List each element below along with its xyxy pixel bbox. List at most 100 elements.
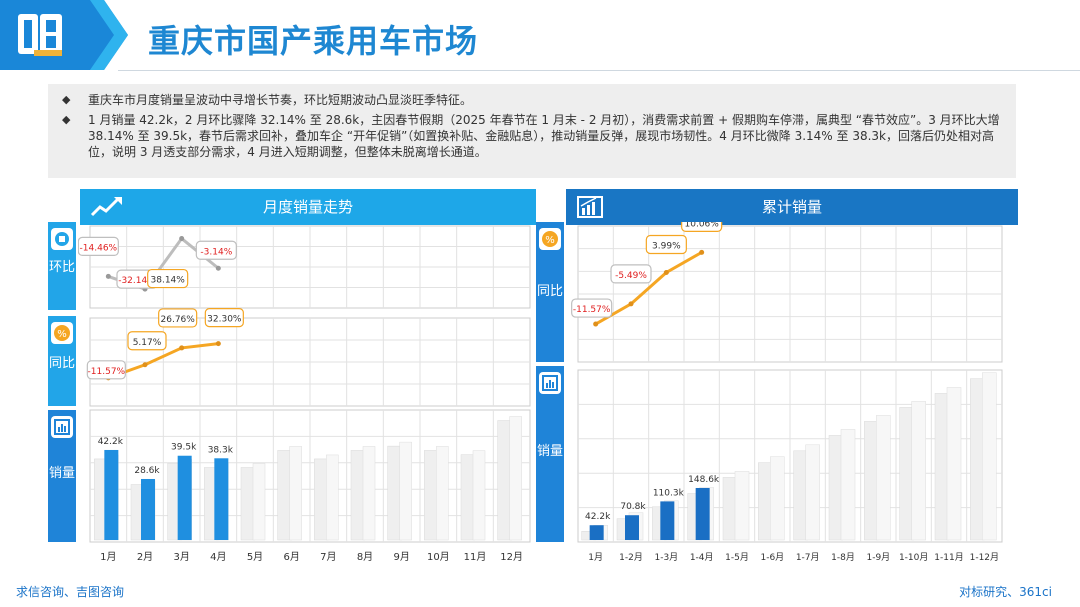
percent-badge-icon: %: [539, 228, 561, 250]
cum-ghost-bar-front: [982, 372, 997, 541]
trend-up-icon: [90, 197, 122, 217]
sales-data-label: 28.6k: [134, 466, 160, 476]
cum-yoy-label: 3.99%: [652, 241, 681, 251]
yoy-point: [179, 345, 185, 351]
side-label-cum-sales: 销量: [536, 366, 564, 542]
cum-x-tick: 1-4月: [690, 552, 714, 563]
cum-yoy-point: [699, 249, 705, 255]
cum-x-tick: 1-2月: [619, 552, 643, 563]
footer-source-right[interactable]: 对标研究、361ci: [959, 585, 1052, 599]
mom-point: [179, 236, 185, 242]
cum-yoy-point: [628, 301, 634, 307]
yoy-label-box: [86, 360, 126, 380]
cum-yoy-label: 10.06%: [685, 222, 720, 229]
cum-yoy-label-box: [681, 222, 723, 232]
sales-x-tick: 6月: [283, 551, 299, 563]
side-label-sales-text: 销量: [48, 466, 75, 481]
diamond-bullet-icon: ◆: [62, 113, 71, 126]
cumulative-panel-title: 累计销量: [761, 198, 822, 216]
sales-ghost-bar-front: [326, 454, 339, 541]
side-label-cum-yoy-text: 同比: [536, 284, 563, 299]
page-title: 重庆市国产乘用车市场: [148, 22, 479, 60]
monthly-panel-title: 月度销量走势: [262, 198, 353, 216]
mom-label-box: [147, 268, 189, 289]
yoy-line: [107, 342, 219, 380]
cum-sales-data-label: 148.6k: [688, 475, 720, 485]
yoy-label-box: [127, 331, 167, 351]
brand-logo-icon: [18, 14, 62, 56]
cum-x-tick: 1-6月: [760, 552, 784, 563]
cum-sales-data-label: 70.8k: [620, 502, 646, 512]
sales-x-tick: 3月: [173, 551, 189, 563]
sales-ghost-bar-front: [252, 463, 266, 541]
sales-ghost-bar-front: [509, 416, 522, 541]
sales-bar: [214, 458, 229, 540]
cum-yoy-line: [594, 251, 703, 326]
cum-x-tick: 1-8月: [831, 552, 855, 563]
bar-badge-icon: [539, 372, 561, 394]
yoy-point: [142, 362, 148, 368]
cum-ghost-bar-front: [946, 387, 962, 541]
cum-sales-data-label: 42.2k: [585, 512, 611, 522]
cum-ghost-bar-front: [734, 471, 750, 541]
sales-data-label: 42.2k: [98, 437, 124, 447]
cum-x-tick: 1-11月: [934, 552, 963, 563]
monthly-charts: -14.46% -32.14%38.14% -3.14% -11.57% 5.17% 26…: [78, 225, 531, 563]
mom-label: 38.14%: [151, 276, 186, 286]
sales-x-tick: 8月: [357, 551, 373, 563]
side-label-sales: 销量: [48, 410, 76, 542]
sales-x-tick: 10月: [427, 551, 450, 563]
summary-text-2: 1 月销量 42.2k，2 月环比骤降 32.14% 至 28.6k，主因春节假…: [88, 113, 1000, 159]
sales-x-tick: 11月: [464, 551, 487, 563]
cum-ghost-bar-front: [911, 401, 926, 541]
sales-x-tick: 4月: [210, 551, 226, 563]
svg-text:%: %: [545, 235, 555, 246]
summary-bullet: ◆ 1 月销量 42.2k，2 月环比骤降 32.14% 至 28.6k，主因春…: [62, 112, 1002, 160]
bar-badge-icon: [51, 416, 73, 438]
cum-ghost-bar-front: [805, 444, 820, 541]
svg-text:%: %: [57, 329, 67, 340]
sales-ghost-bar-front: [289, 446, 302, 541]
diamond-bullet-icon: ◆: [62, 93, 71, 106]
sales-bar: [104, 449, 119, 540]
yoy-label: 5.17%: [133, 338, 162, 348]
cum-x-tick: 1-3月: [654, 552, 678, 563]
sales-x-tick: 9月: [393, 551, 409, 563]
summary-box: ◆ 重庆车市月度销量呈波动中寻增长节奏，环比短期波动凸显淡旺季特征。 ◆ 1 月…: [48, 84, 1016, 178]
mom-point: [215, 265, 221, 271]
sales-ghost-bar-front: [399, 441, 412, 541]
side-label-yoy: % 同比: [48, 316, 76, 406]
sales-data-label: 38.3k: [208, 445, 234, 455]
cum-sales-bar: [589, 525, 604, 540]
cum-sales-bar: [695, 487, 710, 540]
sales-data-label: 39.5k: [171, 443, 197, 453]
cum-ghost-bar-front: [770, 456, 785, 541]
cumulative-charts: -11.57% -5.49% 3.99% 10.06% 42.2k 70.8k 110.3k…: [571, 222, 1003, 563]
mom-point: [105, 273, 111, 279]
cum-yoy-label: -5.49%: [615, 271, 647, 281]
cum-x-tick: 1-7月: [796, 552, 820, 563]
side-label-cum-yoy: % 同比: [536, 222, 564, 362]
mom-badge-icon: [51, 228, 73, 250]
cum-yoy-label-box: [610, 264, 652, 284]
cum-x-tick: 1-10月: [899, 552, 928, 563]
sales-x-tick: 1月: [100, 551, 116, 563]
sales-ghost-bar-front: [362, 446, 376, 541]
footer-source-left[interactable]: 求信咨询、吉图咨询: [16, 585, 125, 599]
cum-ghost-bar-front: [840, 429, 856, 541]
yoy-label: 32.30%: [207, 315, 242, 325]
cum-sales-bar: [660, 501, 675, 540]
yoy-label-box: [204, 308, 244, 328]
mom-label: -3.14%: [200, 247, 232, 257]
header-divider: [118, 70, 1080, 71]
sales-x-tick: 7月: [320, 551, 336, 563]
cum-yoy-label-box: [645, 234, 687, 255]
percent-badge-icon: %: [51, 322, 73, 344]
cum-yoy-label-box: [571, 298, 613, 318]
side-label-cum-sales-text: 销量: [536, 444, 563, 459]
cum-x-tick: 1月: [588, 552, 603, 563]
sales-bar: [177, 455, 192, 540]
yoy-point: [215, 341, 221, 347]
sales-ghost-bar-front: [472, 450, 486, 541]
mom-label-box: [78, 236, 119, 257]
